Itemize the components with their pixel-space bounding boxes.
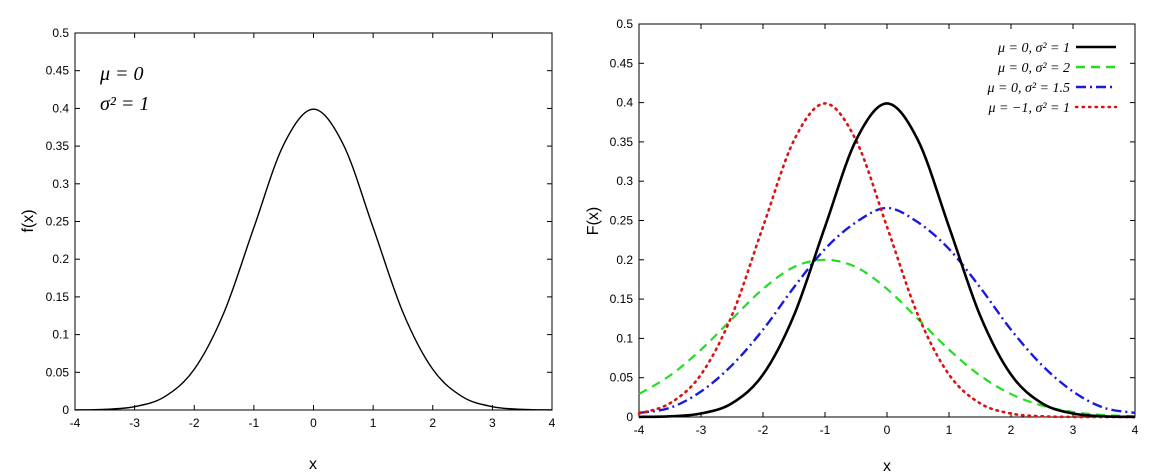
y-tick-label: 0.4 (52, 101, 69, 115)
right-xlabel: x (883, 458, 891, 475)
y-tick-label: 0 (62, 403, 69, 417)
left-annotation: μ = 0 σ² = 1 (99, 63, 149, 115)
y-tick-label: 0.1 (52, 328, 69, 342)
annotation-sigma: σ² = 1 (100, 93, 149, 115)
y-tick-label: 0.05 (46, 365, 70, 379)
x-tick-label: -1 (820, 423, 831, 437)
x-tick-label: -3 (696, 423, 707, 437)
y-tick-label: 0.5 (616, 17, 633, 31)
y-tick-label: 0.25 (610, 214, 634, 228)
y-tick-label: 0.45 (46, 64, 70, 78)
x-tick-label: -2 (758, 423, 769, 437)
y-tick-label: 0.3 (616, 174, 633, 188)
x-tick-label: 1 (946, 423, 953, 437)
legend: μ = 0, σ² = 1 μ = 0, σ² = 2 μ = 0, σ² = 1.… (986, 41, 1118, 116)
right-chart: -4 -3 -2 -1 0 1 2 3 4 0 0.05 0.1 0.15 0.2 0.25 0.3 0.35 0… (585, 17, 1139, 475)
left-series-line (74, 108, 553, 411)
y-tick-label: 0.1 (616, 331, 633, 345)
x-tick-label: 0 (884, 423, 891, 437)
x-tick-label: 1 (370, 416, 377, 430)
legend-label: μ = 0, σ² = 2 (997, 61, 1070, 76)
y-tick-label: 0.4 (616, 96, 633, 110)
left-plot-frame (74, 32, 553, 411)
x-tick-label: -4 (634, 423, 645, 437)
y-tick-label: 0.15 (46, 290, 70, 304)
series-line-sigma2-2 (638, 258, 1136, 418)
y-tick-label: 0.35 (46, 139, 70, 153)
x-tick-label: 4 (549, 416, 556, 430)
x-tick-label: 3 (1070, 423, 1077, 437)
x-tick-label: -4 (70, 416, 81, 430)
y-tick-label: 0.3 (52, 177, 69, 191)
right-ylabel: F(x) (585, 207, 602, 235)
y-tick-label: 0.15 (610, 292, 634, 306)
left-chart: -4 -3 -2 -1 0 1 2 3 4 0 0.05 0.1 0.15 0.2 0.25 0.3 0.35 0… (20, 26, 556, 473)
x-tick-label: -2 (189, 416, 200, 430)
x-tick-label: 2 (1008, 423, 1015, 437)
y-tick-label: 0.5 (52, 26, 69, 40)
y-tick-label: 0.05 (610, 371, 634, 385)
x-tick-label: 4 (1132, 423, 1139, 437)
y-tick-label: 0 (626, 410, 633, 424)
x-tick-label: 2 (429, 416, 436, 430)
series-line-sigma2-1-5 (638, 206, 1136, 415)
y-tick-label: 0.35 (610, 135, 634, 149)
series-line-mu-minus1 (637, 102, 1137, 419)
left-xlabel: x (309, 456, 317, 473)
legend-label: μ = −1, σ² = 1 (988, 101, 1070, 116)
x-tick-label: -1 (249, 416, 260, 430)
annotation-mu: μ = 0 (99, 63, 144, 85)
legend-label: μ = 0, σ² = 1.5 (986, 81, 1070, 96)
x-tick-label: 0 (310, 416, 317, 430)
legend-label: μ = 0, σ² = 1 (997, 41, 1070, 56)
y-tick-label: 0.2 (52, 252, 69, 266)
series-line-sigma2-1 (638, 102, 1136, 419)
y-tick-label: 0.2 (616, 253, 633, 267)
left-ylabel: f(x) (20, 209, 37, 232)
x-tick-label: 3 (489, 416, 496, 430)
x-tick-label: -3 (129, 416, 140, 430)
y-tick-label: 0.25 (46, 215, 70, 229)
y-tick-label: 0.45 (610, 56, 634, 70)
